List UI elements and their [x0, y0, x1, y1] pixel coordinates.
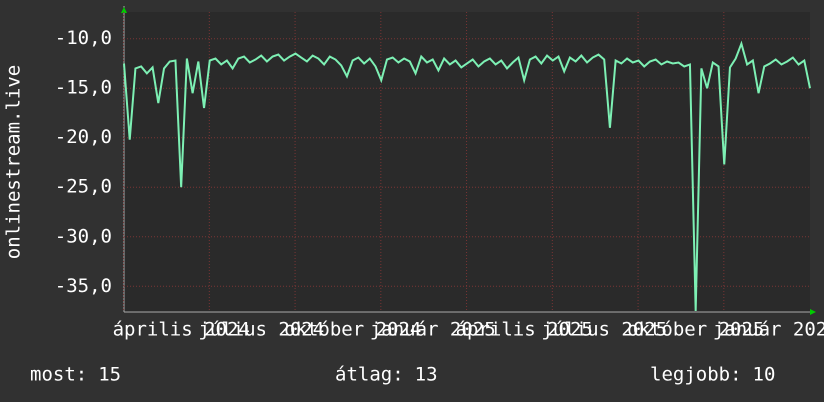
y-tick-label: -25,0: [55, 176, 112, 198]
y-tick-label: -30,0: [55, 225, 112, 247]
data-line: [123, 40, 811, 312]
stat-label: most:: [30, 364, 87, 386]
stat-value: 13: [415, 364, 438, 386]
x-tick-label: október 2024: [284, 319, 421, 341]
stat-value: 15: [98, 364, 121, 386]
x-tick-label: január 2026: [713, 319, 824, 341]
axis-arrow: [121, 7, 127, 13]
stat-label: legjobb:: [650, 364, 742, 386]
x-tick-label: július 2025: [541, 319, 667, 341]
y-tick-label: -10,0: [55, 27, 112, 49]
x-tick-label: január 2025: [370, 319, 496, 341]
x-tick-label: július 2024: [198, 319, 324, 341]
stat-label: átlag:: [335, 364, 404, 386]
y-tick-label: -35,0: [55, 275, 112, 297]
y-tick-label: -20,0: [55, 126, 112, 148]
x-tick-label: április 2024: [113, 319, 250, 341]
x-tick-label: október 2025: [627, 319, 764, 341]
y-axis-label: onlinestream.live: [3, 65, 25, 259]
y-tick-label: -15,0: [55, 77, 112, 99]
stat-value: 10: [753, 364, 776, 386]
x-tick-label: április 2025: [456, 319, 593, 341]
axis-arrow: [810, 309, 816, 315]
